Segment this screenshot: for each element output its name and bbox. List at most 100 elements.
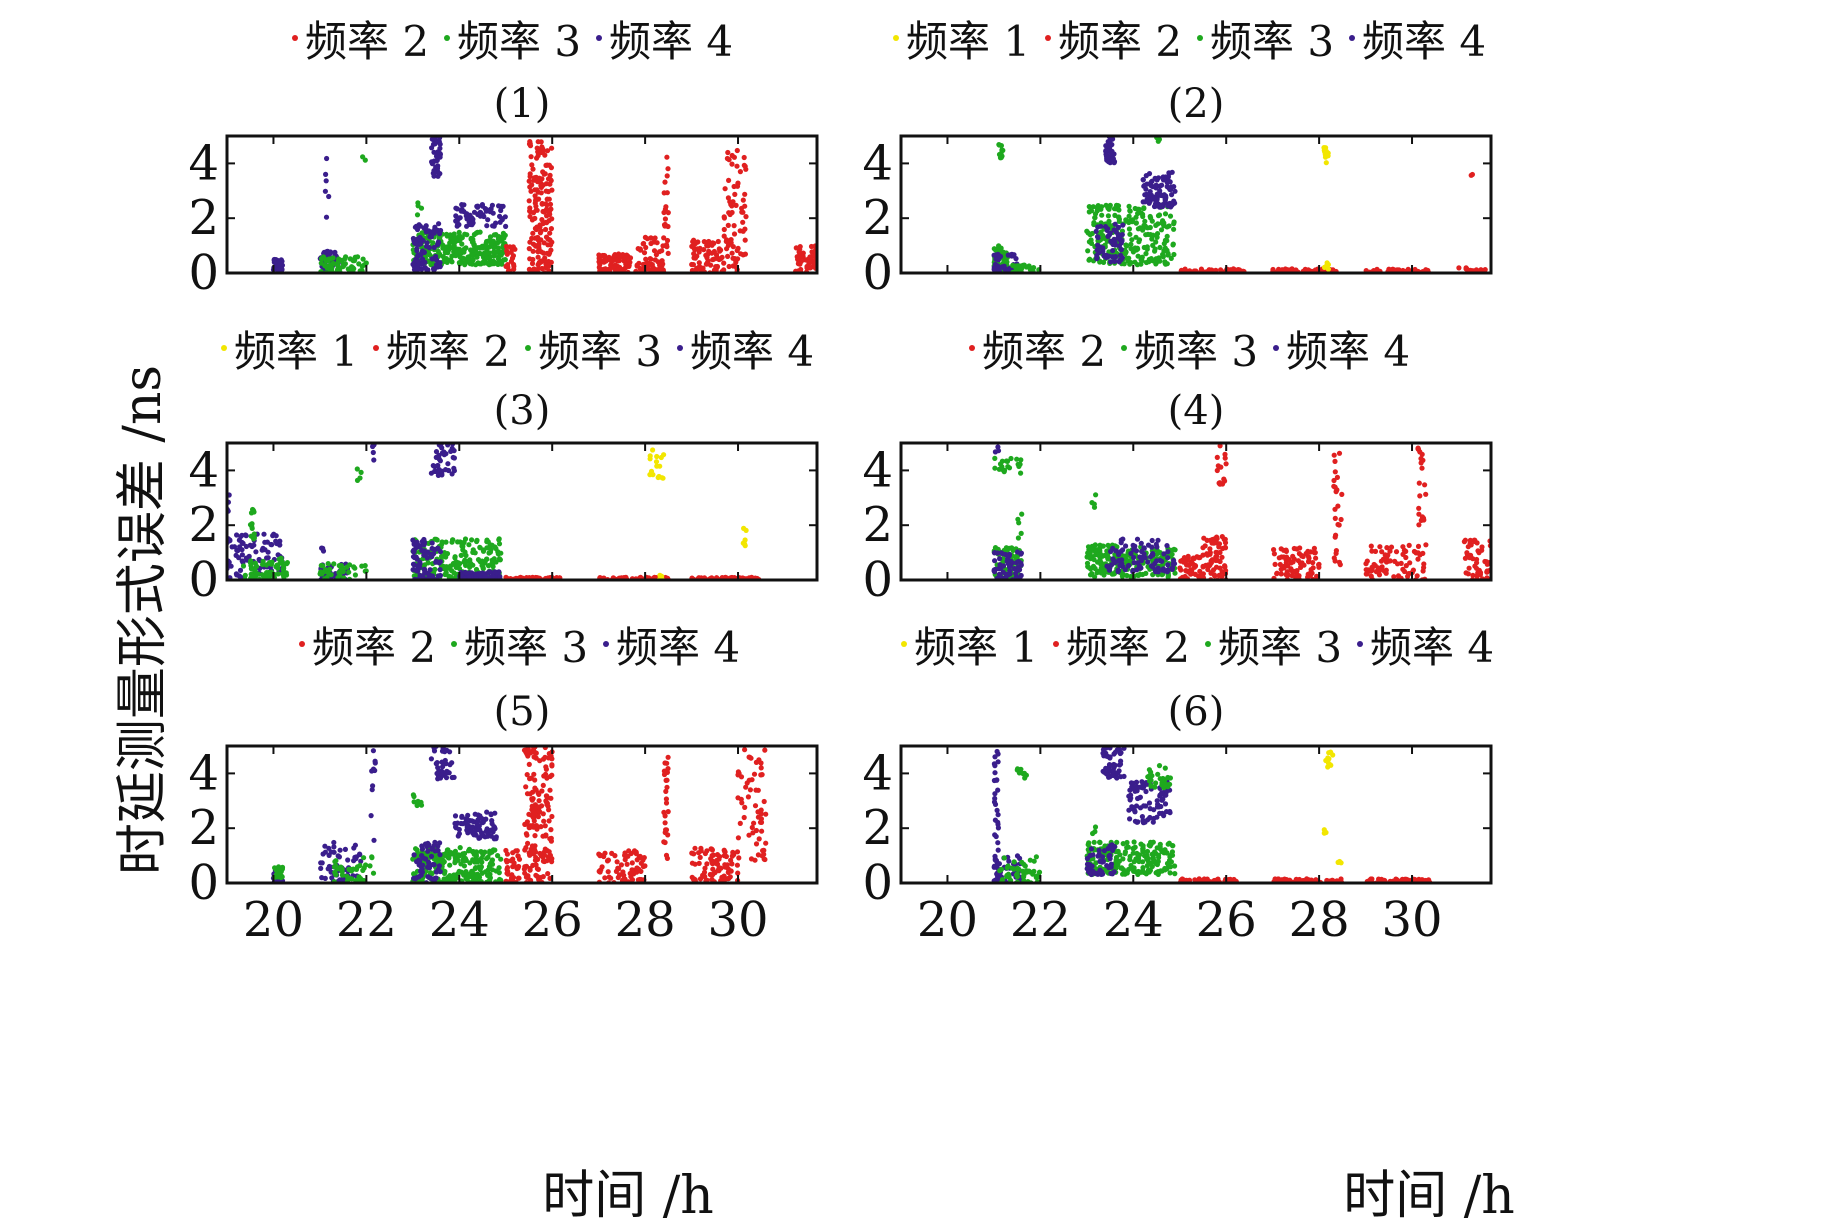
point-freq4 xyxy=(1112,559,1118,565)
point-freq2 xyxy=(633,849,639,855)
point-freq2 xyxy=(742,747,748,753)
point-freq2 xyxy=(662,760,668,766)
point-freq4 xyxy=(434,157,440,163)
point-freq4 xyxy=(464,211,470,217)
point-freq4 xyxy=(419,846,426,852)
point-freq2 xyxy=(1416,480,1422,486)
point-freq2 xyxy=(544,250,550,256)
plot-frame xyxy=(225,441,819,582)
point-freq2 xyxy=(1470,572,1476,579)
point-freq4 xyxy=(455,221,461,227)
point-freq3 xyxy=(448,574,454,580)
point-freq2 xyxy=(808,254,814,260)
point-freq4 xyxy=(1111,236,1117,242)
point-freq3 xyxy=(469,868,475,874)
point-freq4 xyxy=(318,860,324,866)
point-freq2 xyxy=(755,814,762,820)
point-freq2 xyxy=(724,155,731,162)
point-freq2 xyxy=(609,850,615,857)
point-freq3 xyxy=(1088,548,1094,554)
point-freq2 xyxy=(753,841,760,847)
point-freq4 xyxy=(476,571,482,578)
point-freq4 xyxy=(1017,855,1023,862)
point-freq3 xyxy=(1018,457,1024,463)
point-freq2 xyxy=(538,249,544,255)
point-freq2 xyxy=(537,850,543,857)
point-freq2 xyxy=(516,863,522,870)
point-freq2 xyxy=(526,246,532,252)
y-tick-label: 2 xyxy=(188,800,219,856)
point-freq4 xyxy=(1157,557,1163,564)
point-freq4 xyxy=(1161,192,1167,198)
point-freq4 xyxy=(421,548,427,554)
point-freq4 xyxy=(995,787,1001,793)
point-freq3 xyxy=(1156,212,1163,218)
point-freq2 xyxy=(665,809,671,815)
panel-4: 频率 2 频率 3 频率 4(4)024 xyxy=(862,327,1493,608)
point-freq2 xyxy=(1336,559,1342,565)
point-freq4 xyxy=(484,809,490,815)
point-freq2 xyxy=(755,809,761,815)
point-freq3 xyxy=(466,260,472,266)
point-freq4 xyxy=(443,467,449,473)
point-freq2 xyxy=(540,169,546,175)
point-freq3 xyxy=(318,562,324,569)
point-freq2 xyxy=(1456,265,1462,271)
point-freq4 xyxy=(485,217,491,223)
point-freq3 xyxy=(1123,242,1129,248)
point-freq2 xyxy=(804,263,810,270)
legend-label: 频率 3 xyxy=(464,623,588,672)
point-freq4 xyxy=(328,869,334,875)
point-freq2 xyxy=(1284,267,1291,273)
point-freq3 xyxy=(443,569,449,576)
point-freq4 xyxy=(426,865,433,871)
point-freq4 xyxy=(995,812,1001,818)
point-freq3 xyxy=(451,243,457,249)
point-freq2 xyxy=(696,260,702,266)
point-freq2 xyxy=(735,180,741,187)
point-freq3 xyxy=(432,536,438,542)
point-freq3 xyxy=(439,541,445,547)
point-freq4 xyxy=(992,817,999,823)
point-freq4 xyxy=(433,153,440,159)
point-freq2 xyxy=(1333,550,1339,557)
point-freq3 xyxy=(240,563,247,569)
point-freq3 xyxy=(477,544,483,551)
point-freq4 xyxy=(1006,858,1012,864)
point-freq2 xyxy=(1464,550,1470,556)
point-freq4 xyxy=(251,542,257,548)
point-freq3 xyxy=(470,257,476,263)
point-freq1 xyxy=(654,453,660,460)
point-freq3 xyxy=(1019,511,1025,517)
point-freq2 xyxy=(546,849,552,855)
point-freq4 xyxy=(1115,224,1122,230)
point-freq2 xyxy=(1216,541,1223,547)
point-freq2 xyxy=(541,818,547,824)
point-freq4 xyxy=(1006,564,1013,570)
point-freq2 xyxy=(546,818,552,824)
point-freq3 xyxy=(415,203,421,209)
point-freq2 xyxy=(543,764,549,770)
point-freq4 xyxy=(1143,191,1149,197)
point-freq4 xyxy=(372,767,378,774)
point-freq2 xyxy=(1415,543,1422,550)
point-freq3 xyxy=(1101,259,1107,265)
point-freq4 xyxy=(430,170,436,176)
point-freq4 xyxy=(475,203,481,209)
plot-frame xyxy=(225,134,819,275)
point-freq2 xyxy=(535,856,541,863)
point-freq4 xyxy=(994,807,1000,814)
point-freq2 xyxy=(1415,550,1421,556)
point-freq3 xyxy=(318,256,325,262)
point-freq2 xyxy=(1184,562,1190,568)
point-freq4 xyxy=(435,242,441,248)
point-freq3 xyxy=(356,874,362,880)
point-freq4 xyxy=(262,539,268,545)
y-tick-label: 4 xyxy=(188,442,219,498)
point-freq4 xyxy=(1111,227,1117,233)
legend-marker xyxy=(1053,641,1059,647)
point-freq4 xyxy=(434,463,440,469)
point-freq4 xyxy=(429,145,435,151)
point-freq2 xyxy=(1336,450,1343,456)
